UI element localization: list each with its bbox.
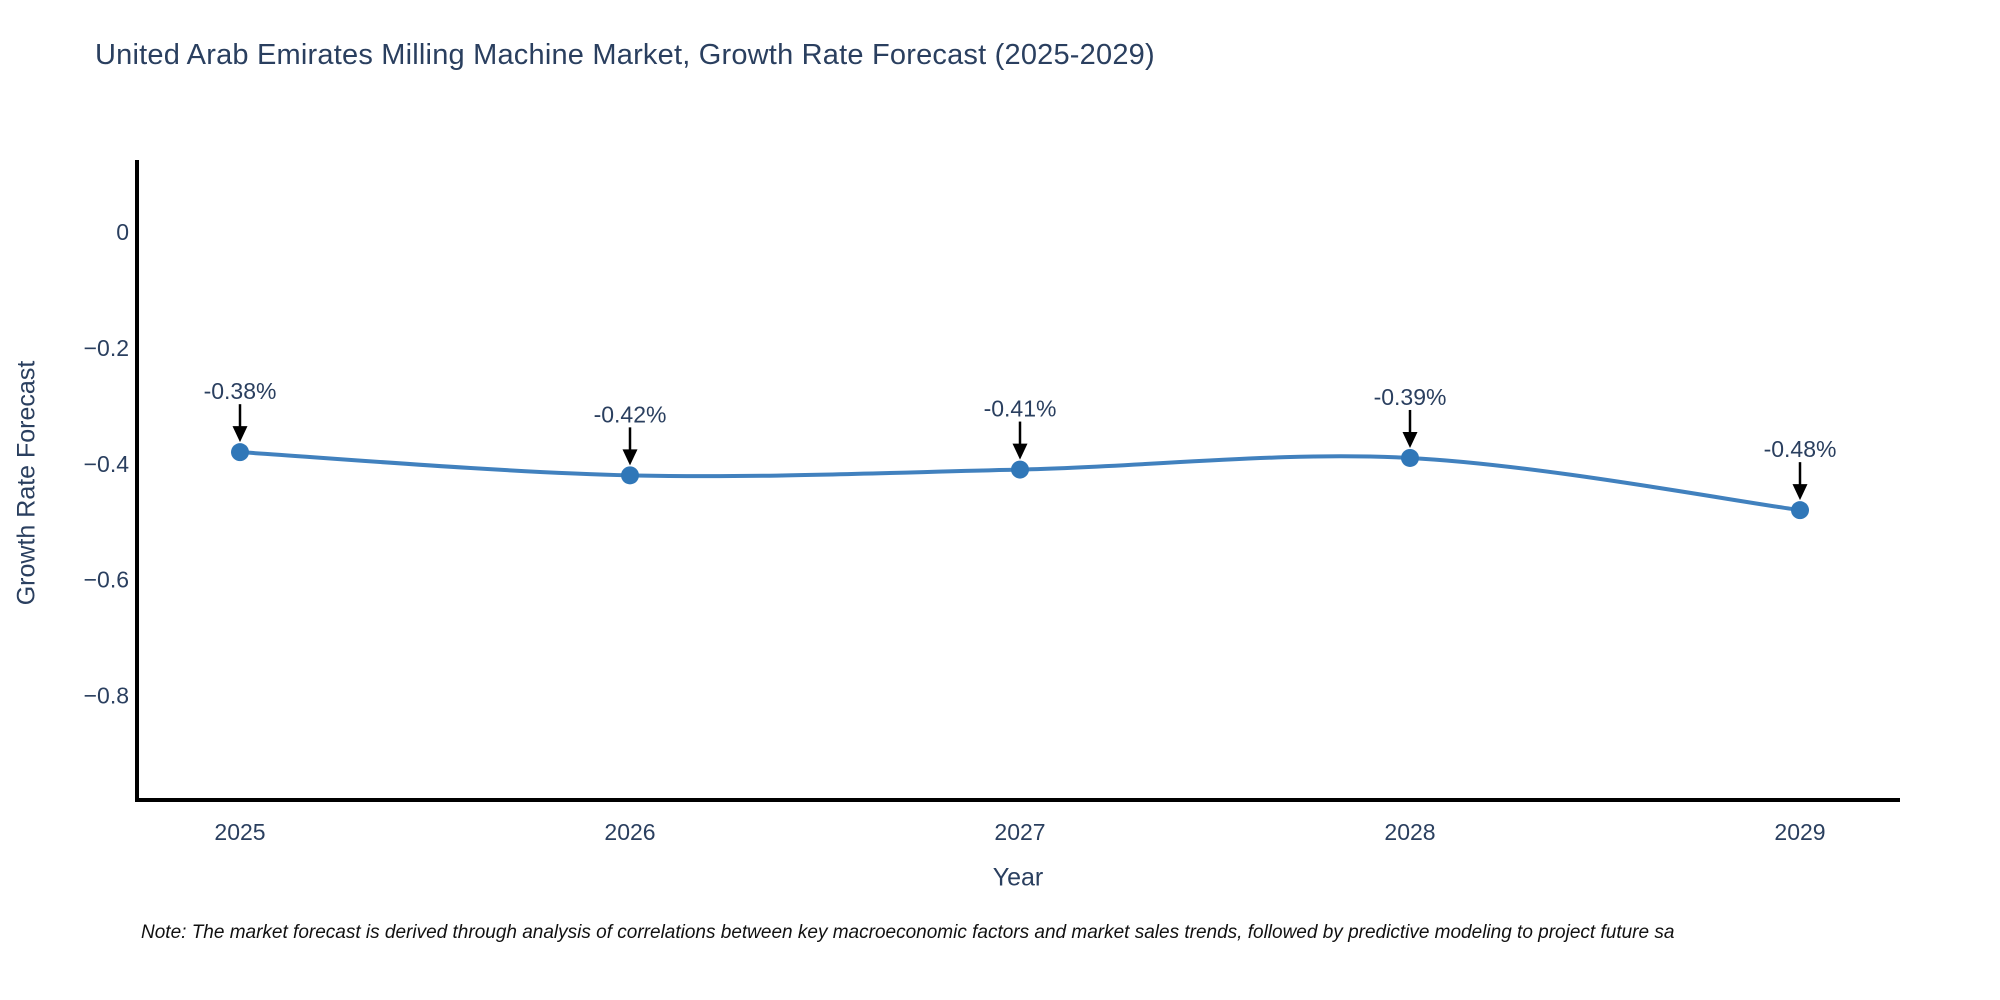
chart-title: United Arab Emirates Milling Machine Mar…: [95, 39, 1155, 71]
data-point-marker[interactable]: [621, 466, 639, 485]
x-axis-title: Year: [992, 863, 1044, 892]
data-point-marker[interactable]: [1401, 448, 1419, 467]
annotation-label: -0.39%: [1374, 384, 1447, 410]
annotation-arrow-head: [1792, 484, 1808, 501]
annotation-arrow-head: [1402, 431, 1418, 448]
data-point-marker[interactable]: [1791, 501, 1809, 520]
chart-note: Note: The market forecast is derived thr…: [141, 922, 1675, 943]
y-tick-label: −0.2: [84, 335, 129, 361]
annotation-arrow-head: [232, 426, 248, 443]
annotation-arrow-head: [622, 449, 638, 466]
x-tick-label: 2025: [214, 819, 265, 845]
annotation-label: -0.42%: [594, 401, 667, 427]
y-tick-label: −0.8: [84, 683, 129, 709]
data-point-marker[interactable]: [1011, 460, 1029, 479]
annotation-arrow-head: [1012, 443, 1028, 460]
annotation-label: -0.38%: [204, 378, 277, 404]
x-tick-label: 2027: [994, 819, 1045, 845]
x-tick-label: 2026: [604, 819, 655, 845]
annotation-label: -0.48%: [1764, 436, 1837, 462]
x-tick-label: 2028: [1384, 819, 1435, 845]
y-tick-label: 0: [116, 219, 129, 245]
annotation-label: -0.41%: [984, 396, 1057, 422]
y-tick-label: −0.6: [84, 567, 129, 593]
axis-lines: [135, 160, 1900, 802]
y-tick-label: −0.4: [84, 451, 130, 477]
data-point-marker[interactable]: [231, 443, 249, 462]
x-tick-label: 2029: [1774, 819, 1825, 845]
